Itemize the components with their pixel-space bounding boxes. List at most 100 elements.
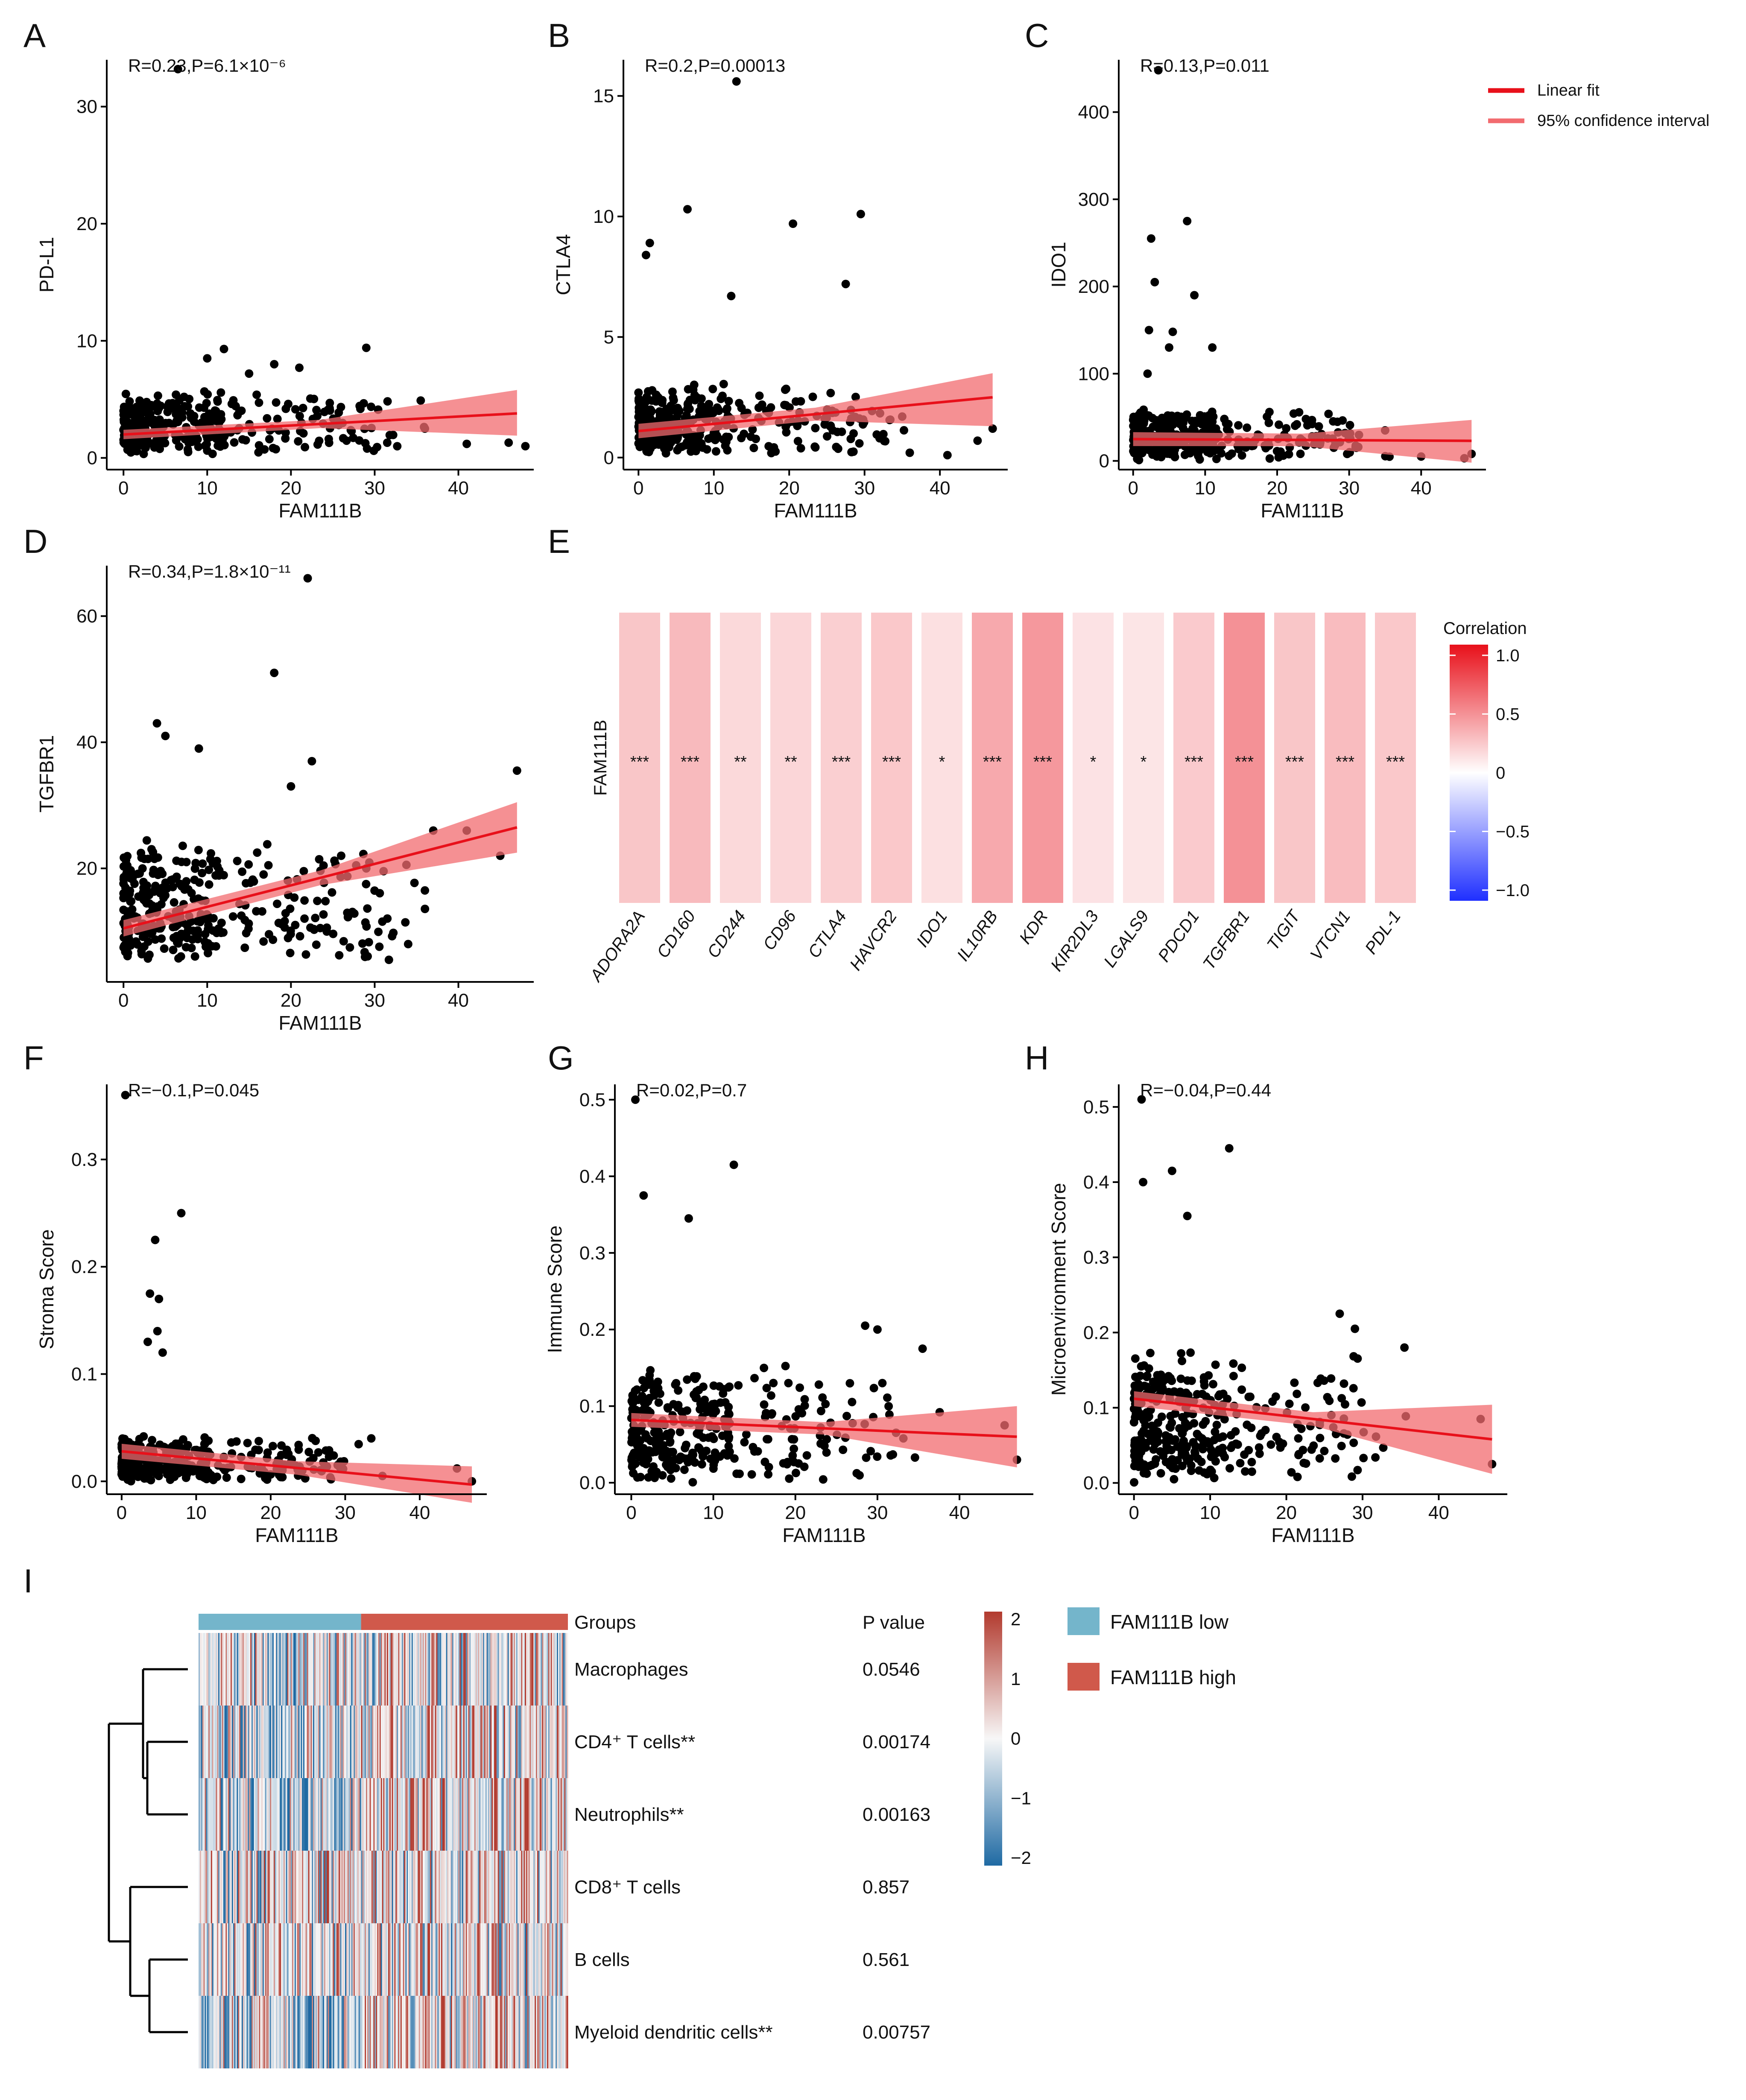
data-point <box>1266 1440 1275 1449</box>
x-axis-title: FAM111B <box>774 499 857 522</box>
x-tick-label: 10 <box>1200 1502 1221 1523</box>
data-point <box>126 886 135 895</box>
x-tick-label: 10 <box>703 478 724 499</box>
x-tick-label: 20 <box>1267 478 1288 499</box>
data-point <box>724 1408 733 1417</box>
data-point <box>1139 1178 1148 1186</box>
data-point <box>1294 1434 1303 1443</box>
x-tick-label: 40 <box>448 990 469 1011</box>
data-point <box>325 438 333 447</box>
gene-label: IDO1 <box>913 907 951 951</box>
significance-mark: * <box>939 753 945 771</box>
data-point <box>1208 1448 1217 1457</box>
data-point <box>301 950 310 959</box>
data-point <box>708 385 717 394</box>
data-point <box>294 1445 303 1454</box>
data-point <box>1177 1349 1186 1358</box>
data-point <box>177 882 186 891</box>
data-point <box>384 955 393 964</box>
fit-legend-line-label: Linear fit <box>1537 82 1600 99</box>
x-tick-label: 40 <box>1411 478 1432 499</box>
data-point <box>878 1379 887 1387</box>
data-point <box>325 398 334 407</box>
data-point <box>216 388 225 397</box>
significance-mark: * <box>1141 753 1147 771</box>
heatmap-cell <box>567 1996 568 2068</box>
data-point <box>369 446 378 455</box>
data-point <box>672 1379 681 1387</box>
y-tick-label: 0.3 <box>1083 1247 1109 1268</box>
data-point <box>375 889 384 898</box>
y-tick-label: 10 <box>76 330 97 351</box>
data-point <box>284 400 292 409</box>
data-point <box>233 856 242 865</box>
p-value: 0.00163 <box>863 1804 930 1825</box>
data-point <box>1338 416 1347 425</box>
data-point <box>718 391 727 400</box>
data-point <box>121 1091 130 1100</box>
data-point <box>841 280 850 289</box>
y-tick-label: 200 <box>1078 276 1109 297</box>
data-point <box>719 1389 728 1398</box>
x-axis-title: FAM111B <box>278 1012 362 1034</box>
data-point <box>205 880 213 889</box>
fit-line <box>631 1418 1017 1438</box>
data-point <box>164 399 173 408</box>
data-point <box>198 859 207 868</box>
data-point <box>681 1444 690 1452</box>
data-point <box>1237 1385 1246 1394</box>
y-tick-label: 0.2 <box>71 1256 97 1277</box>
data-point <box>856 210 865 219</box>
data-point <box>274 918 283 927</box>
p-value: 0.857 <box>863 1877 910 1898</box>
confidence-band <box>631 1406 1017 1468</box>
y-tick-label: 0.3 <box>579 1243 605 1264</box>
heatmap-row-label: FAM111B <box>590 720 610 796</box>
data-point <box>1324 409 1333 418</box>
data-point <box>683 205 692 214</box>
gene-label: CD96 <box>760 907 800 954</box>
y-tick-label: 30 <box>76 96 97 117</box>
y-tick-label: 300 <box>1078 189 1109 210</box>
data-point <box>178 1463 187 1472</box>
data-point <box>652 390 661 399</box>
x-tick-label: 0 <box>633 478 643 499</box>
scatter-panel-ido1: 0 10 20 30 400100200300400FAM111BIDO1R=0.13,… <box>1047 55 1486 522</box>
data-point <box>166 1475 175 1484</box>
data-point <box>628 1460 637 1469</box>
data-point <box>140 421 149 430</box>
data-point <box>158 1348 167 1357</box>
data-point <box>130 879 139 888</box>
data-point <box>690 380 699 389</box>
data-point <box>388 932 397 940</box>
data-point <box>709 1434 718 1443</box>
data-point <box>148 901 157 910</box>
data-point <box>140 942 149 951</box>
data-point <box>667 1448 675 1457</box>
data-point <box>134 892 143 901</box>
data-point <box>1284 450 1293 459</box>
data-point <box>1247 1457 1256 1466</box>
data-point <box>905 448 914 457</box>
data-point <box>663 1403 672 1412</box>
data-point <box>161 438 170 447</box>
data-point <box>1231 1439 1240 1448</box>
p-value: 0.00174 <box>863 1732 930 1752</box>
data-point <box>781 1361 790 1370</box>
data-point <box>1212 1420 1221 1429</box>
data-point <box>1210 1474 1219 1482</box>
significance-mark: *** <box>630 753 649 771</box>
data-point <box>661 440 670 449</box>
data-point <box>1229 1372 1238 1381</box>
data-point <box>177 857 186 866</box>
scatter-panel-pd-l1: 0 10 20 30 400102030FAM111BPD-L1R=0.23,P=6.1… <box>35 55 534 522</box>
data-point <box>129 437 138 446</box>
data-point <box>1129 1418 1138 1427</box>
data-point <box>883 1393 892 1402</box>
data-point <box>1187 1466 1196 1475</box>
data-point <box>298 403 307 412</box>
colorbar-tick-label: 0 <box>1496 764 1505 783</box>
data-point <box>1295 408 1304 417</box>
data-point <box>873 1452 882 1461</box>
data-point <box>272 445 280 454</box>
